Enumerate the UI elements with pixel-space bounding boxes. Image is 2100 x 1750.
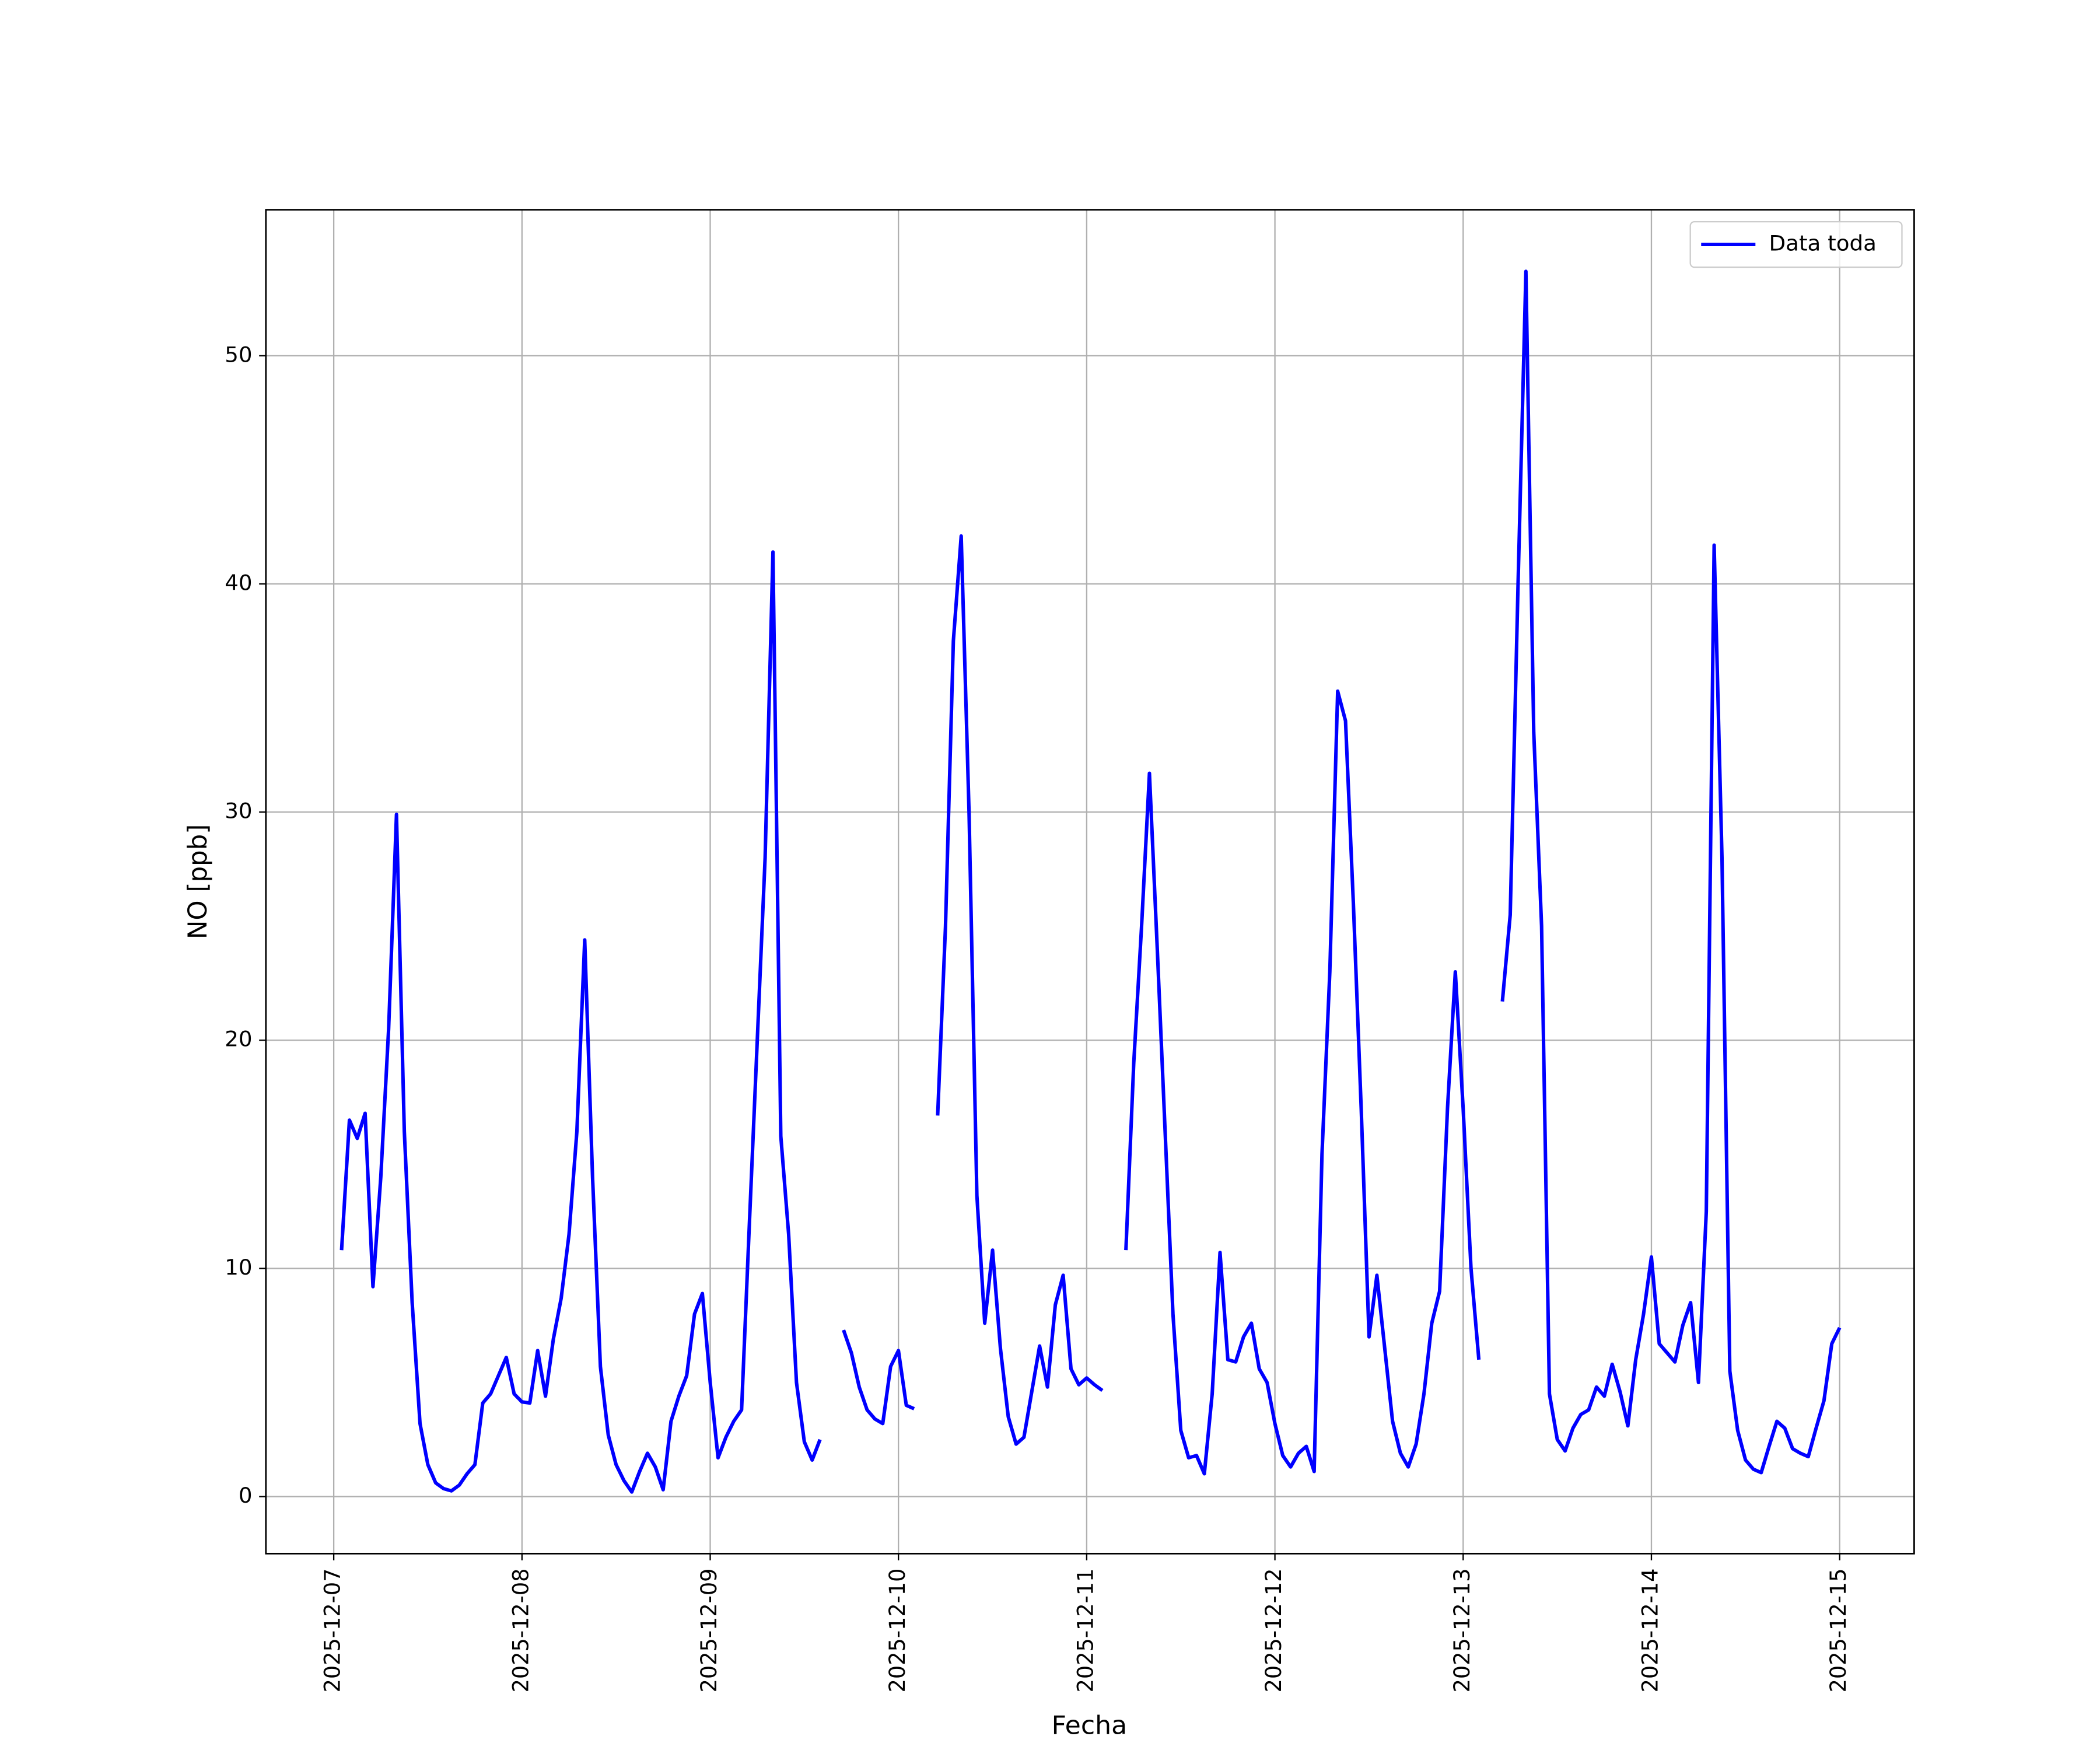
- x-tick-label: 2025-12-09: [696, 1569, 722, 1693]
- y-tick-label: 10: [225, 1255, 252, 1280]
- x-tick-label: 2025-12-13: [1450, 1569, 1475, 1693]
- plot-frame: [265, 209, 1915, 1555]
- x-axis-label: Fecha: [1052, 1711, 1128, 1741]
- y-tick-label: 0: [239, 1483, 253, 1508]
- y-tick-label: 20: [225, 1027, 252, 1052]
- x-tick-label: 2025-12-11: [1073, 1569, 1098, 1693]
- x-tick-label: 2025-12-08: [508, 1569, 533, 1693]
- legend-box: [1689, 221, 1903, 268]
- marks: [340, 270, 1842, 1494]
- x-tick-label: 2025-12-07: [320, 1569, 345, 1693]
- legend-label: Data toda: [1769, 231, 1877, 256]
- grid: [265, 209, 1915, 1554]
- x-tick-label: 2025-12-10: [885, 1569, 910, 1693]
- x-tick-label: 2025-12-15: [1826, 1569, 1851, 1693]
- axes: 0 10 20 30 40 50 2025-12-07 2025-12-08 2025-12-0…: [225, 342, 1851, 1693]
- y-axis-label: NO [ppb]: [183, 824, 213, 939]
- y-tick-label: 50: [225, 342, 252, 368]
- y-tick-label: 30: [225, 799, 252, 824]
- data-line: [340, 270, 1842, 1494]
- y-tick-label: 40: [225, 570, 252, 596]
- x-tick-label: 2025-12-12: [1261, 1569, 1286, 1693]
- x-tick-label: 2025-12-14: [1637, 1569, 1662, 1693]
- legend: Data toda: [1689, 221, 1903, 268]
